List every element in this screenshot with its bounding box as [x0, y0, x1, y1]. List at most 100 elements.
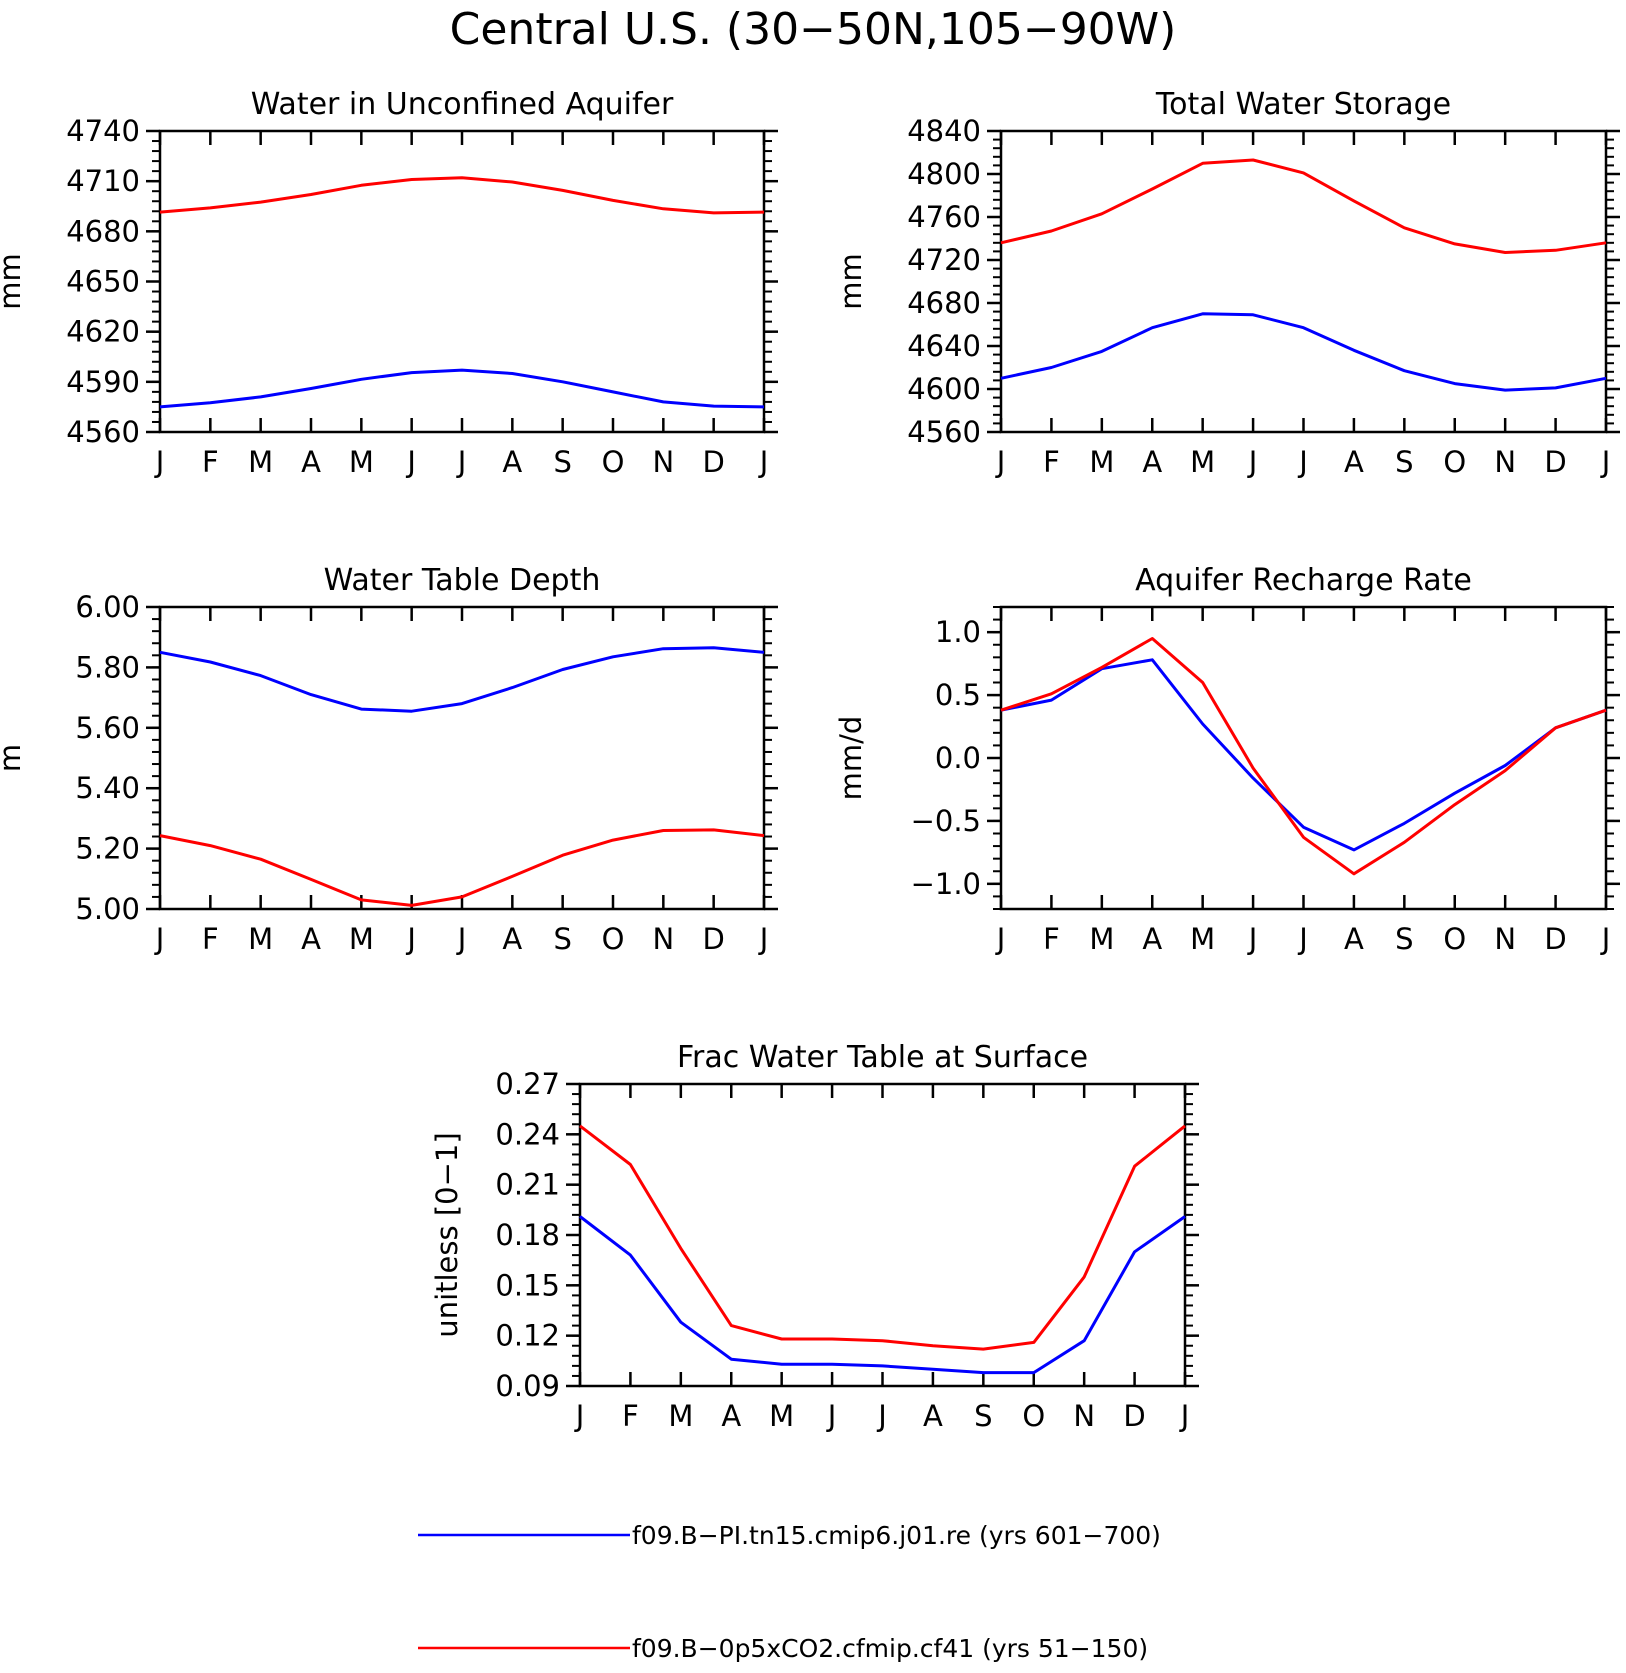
- x-tick-label: O: [1443, 922, 1466, 956]
- x-tick-label: S: [1395, 922, 1413, 956]
- x-tick-label: O: [602, 445, 625, 479]
- x-tick-label: A: [502, 922, 522, 956]
- x-tick-label: J: [1247, 445, 1258, 479]
- series-line-pi-control: [1000, 312, 1607, 392]
- x-tick-label: J: [456, 922, 467, 956]
- y-tick-label: 0.12: [495, 1319, 560, 1353]
- x-tick-label: D: [702, 922, 724, 956]
- y-tick-label: 5.80: [75, 650, 140, 684]
- x-tick-label: S: [553, 922, 571, 956]
- x-tick-label: J: [574, 1399, 585, 1433]
- series-line-half-co2: [1000, 158, 1607, 254]
- legend-label-half-co2: f09.B−0p5xCO2.cfmip.cf41 (yrs 51−150): [632, 1634, 1148, 1663]
- x-tick-label: J: [154, 445, 165, 479]
- x-tick-label: N: [652, 445, 674, 479]
- x-tick-label: J: [758, 445, 769, 479]
- y-tick-label: 4560: [66, 415, 140, 449]
- x-tick-label: M: [349, 445, 374, 479]
- x-tick-label: J: [1179, 1399, 1190, 1433]
- x-tick-label: M: [248, 445, 273, 479]
- y-axis-label: m: [0, 744, 27, 772]
- x-tick-label: A: [301, 445, 321, 479]
- x-tick-label: J: [1600, 922, 1611, 956]
- x-tick-label: M: [1089, 445, 1114, 479]
- x-tick-label: N: [652, 922, 674, 956]
- series-line-half-co2: [579, 1124, 1186, 1351]
- x-tick-label: S: [553, 445, 571, 479]
- series-line-half-co2: [1000, 637, 1607, 876]
- y-tick-label: 4710: [66, 164, 140, 198]
- chart-panel-3: J F M A M J J A S O N D J6.005.805.605.405.205.00Wat…: [0, 563, 778, 956]
- x-tick-label: J: [826, 1399, 837, 1433]
- x-tick-label: D: [702, 445, 724, 479]
- x-tick-label: F: [1043, 445, 1060, 479]
- series-line-half-co2: [159, 828, 765, 907]
- plot-frame: [999, 129, 1608, 434]
- x-tick-label: O: [602, 922, 625, 956]
- y-tick-label: 4590: [66, 365, 140, 399]
- x-tick-label: A: [721, 1399, 741, 1433]
- x-tick-label: J: [405, 922, 416, 956]
- x-tick-label: A: [502, 445, 522, 479]
- y-tick-label: 0.24: [495, 1117, 560, 1151]
- y-axis-label: mm/d: [834, 716, 868, 801]
- x-tick-label: J: [1297, 445, 1308, 479]
- y-tick-label: 4620: [66, 315, 140, 349]
- y-tick-label: 6.00: [75, 590, 140, 624]
- y-tick-label: 4840: [907, 114, 981, 148]
- panel-title: Water Table Depth: [324, 563, 601, 598]
- x-tick-label: N: [1073, 1399, 1095, 1433]
- y-axis-label: mm: [834, 253, 868, 310]
- x-tick-label: N: [1494, 922, 1516, 956]
- y-tick-label: 4680: [907, 286, 981, 320]
- chart-panel-5: J F M A M J J A S O N D J0.270.240.210.180.150.120.0…: [430, 1040, 1199, 1433]
- x-tick-label: N: [1494, 445, 1516, 479]
- x-tick-label: M: [248, 922, 273, 956]
- y-tick-label: 4560: [907, 415, 981, 449]
- x-tick-label: O: [1022, 1399, 1045, 1433]
- y-tick-label: 4650: [66, 265, 140, 299]
- x-tick-label: A: [301, 922, 321, 956]
- series-line-pi-control: [159, 646, 765, 713]
- x-tick-label: D: [1544, 922, 1566, 956]
- y-tick-label: 1.0: [935, 615, 981, 649]
- x-tick-label: F: [622, 1399, 639, 1433]
- y-tick-label: 0.21: [495, 1168, 560, 1202]
- y-tick-label: 0.18: [495, 1218, 560, 1252]
- y-axis-label: mm: [0, 253, 27, 310]
- x-tick-label: M: [349, 922, 374, 956]
- y-tick-label: 4760: [907, 200, 981, 234]
- x-tick-label: M: [1190, 922, 1215, 956]
- x-tick-label: J: [405, 445, 416, 479]
- chart-panel-2: J F M A M J J A S O N D J484048004760472046804640460…: [834, 87, 1620, 479]
- x-tick-label: J: [154, 922, 165, 956]
- legend: f09.B−PI.tn15.cmip6.j01.re (yrs 601−700)…: [418, 1521, 1161, 1663]
- y-tick-label: 5.20: [75, 832, 140, 866]
- panel-title: Frac Water Table at Surface: [677, 1040, 1088, 1075]
- y-tick-label: 4800: [907, 157, 981, 191]
- x-tick-label: J: [876, 1399, 887, 1433]
- x-tick-label: A: [1142, 445, 1162, 479]
- x-tick-label: A: [1344, 445, 1364, 479]
- x-tick-label: M: [1190, 445, 1215, 479]
- x-tick-label: J: [758, 922, 769, 956]
- y-tick-label: 4680: [66, 214, 140, 248]
- y-tick-label: 0.5: [935, 678, 981, 712]
- chart-panels: J F M A M J J A S O N D J474047104680465046204590456…: [0, 87, 1620, 1433]
- x-tick-label: F: [202, 922, 219, 956]
- y-tick-label: 4640: [907, 329, 981, 363]
- x-tick-label: F: [202, 445, 219, 479]
- y-tick-label: 4720: [907, 243, 981, 277]
- panel-title: Aquifer Recharge Rate: [1135, 563, 1472, 598]
- chart-panel-1: J F M A M J J A S O N D J474047104680465046204590456…: [0, 87, 778, 479]
- plot-frame: [158, 605, 766, 911]
- x-tick-label: S: [974, 1399, 992, 1433]
- x-tick-label: S: [1395, 445, 1413, 479]
- y-tick-label: −1.0: [911, 867, 981, 901]
- x-tick-label: J: [995, 445, 1006, 479]
- y-tick-label: 5.00: [75, 892, 140, 926]
- y-tick-label: 0.27: [495, 1067, 560, 1101]
- x-tick-label: A: [923, 1399, 943, 1433]
- panel-title: Total Water Storage: [1155, 87, 1451, 122]
